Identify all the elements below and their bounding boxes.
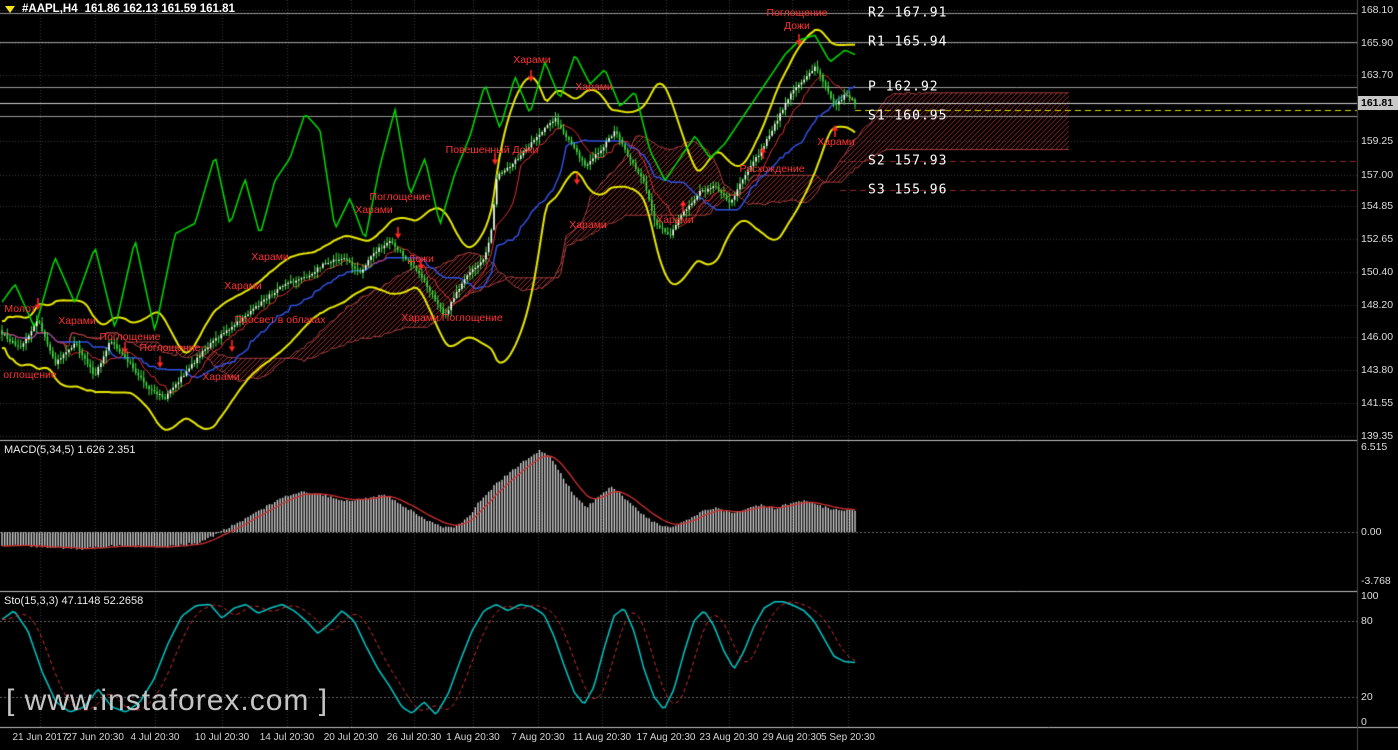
price-axis-tick: 143.80 [1361,364,1394,377]
stochastic-indicator-label: Sto(15,3,3) 47.1148 52.2658 [4,595,144,607]
time-axis-label: 1 Aug 20:30 [446,732,500,743]
price-axis-tick: 154.85 [1361,200,1394,213]
price-axis-tick: 146.00 [1361,331,1394,344]
macd-axis-tick: 6.515 [1361,441,1388,454]
stoch-axis-tick: 20 [1361,690,1373,703]
chart-annotation: Харами [513,54,551,66]
macd-indicator-label: MACD(5,34,5) 1.626 2.351 [4,444,136,456]
pivot-label: P 162.92 [868,79,939,95]
chart-annotation: Поглощение [139,342,201,354]
stoch-axis-tick: 0 [1361,716,1367,729]
time-axis-label: 11 Aug 20:30 [572,732,632,743]
time-axis-label: 14 Jul 20:30 [259,732,315,743]
time-axis-label: 23 Aug 20:30 [699,732,759,743]
chart-annotation: Повешенный Дожи [445,144,539,156]
stoch-axis-tick: 100 [1361,589,1379,602]
current-price-tag: 161.81 [1358,96,1398,111]
chart-annotation: Харами [202,371,240,383]
chart-annotation: Расхождение [739,163,805,175]
price-axis-tick: 163.70 [1361,69,1394,82]
price-axis-tick: 139.35 [1361,430,1394,442]
price-axis-tick: 168.10 [1361,4,1394,17]
price-axis-tick: 150.40 [1361,266,1394,279]
chart-annotation: Харами [575,81,613,93]
time-axis-label: 26 Jul 20:30 [386,732,442,743]
chart-annotation: Молот [4,303,36,315]
chart-annotation: Поглощение [766,7,828,19]
chart-annotation: Харами [251,251,289,263]
time-axis-label: 7 Aug 20:30 [511,732,565,743]
time-axis-label: 17 Aug 20:30 [636,732,696,743]
pivot-label: S3 155.96 [868,182,948,198]
price-axis-tick: 165.90 [1361,36,1394,49]
macd-axis-tick: 0.00 [1361,526,1382,539]
chart-annotation: Дожи [784,20,810,32]
ohlc-readout: 161.86 162.13 161.59 161.81 [84,3,235,15]
macd-axis-tick: -3.768 [1361,575,1391,588]
chart-annotation: Дожи [408,253,434,265]
one-click-trading-expander-icon[interactable] [5,5,15,13]
chart-annotation: Харами [58,315,96,327]
pivot-label: R2 167.91 [868,5,948,21]
chart-annotation: Харами [656,214,694,226]
time-axis-label: 10 Jul 20:30 [194,732,250,743]
chart-annotation: Харами [224,280,262,292]
pivot-label: S2 157.93 [868,153,948,169]
price-axis-tick: 141.55 [1361,397,1394,410]
chart-annotation: Харами [569,219,607,231]
chart-annotation: Поглощение [369,191,431,203]
price-axis[interactable]: 168.10 165.90 163.70 159.25 157.00 154.85 152.… [1357,0,1398,750]
time-axis[interactable]: 21 Jun 2017 27 Jun 20:30 4 Jul 20:30 10 Jul… [0,728,1357,750]
pivot-label: R1 165.94 [868,34,948,50]
time-axis-label: 21 Jun 2017 [12,732,68,743]
symbol-title: #AAPL,H4 [22,3,78,15]
price-axis-tick: 148.20 [1361,298,1394,311]
time-axis-label: 29 Aug 20:30 [762,732,822,743]
chart-annotation: оглощение [3,369,57,381]
price-axis-tick: 157.00 [1361,168,1394,181]
time-axis-label: 20 Jul 20:30 [323,732,379,743]
chart-annotation: Харами Поглощение [401,312,503,324]
stoch-axis-tick: 80 [1361,614,1373,627]
chart-annotation: Поглощение [99,331,161,343]
time-axis-label: 5 Sep 20:30 [821,732,875,743]
price-axis-tick: 152.65 [1361,232,1394,245]
price-axis-tick: 159.25 [1361,135,1394,148]
pivot-label: S1 160.95 [868,108,948,124]
time-axis-label: 4 Jul 20:30 [130,732,180,743]
chart-title-bar: #AAPL,H4 161.86 162.13 161.59 161.81 [5,3,235,15]
time-axis-label: 27 Jun 20:30 [66,732,124,743]
chart-annotation: Харами [355,204,393,216]
chart-annotation: Харами [817,136,855,148]
chart-annotation: Просвет в облаках [234,314,326,326]
